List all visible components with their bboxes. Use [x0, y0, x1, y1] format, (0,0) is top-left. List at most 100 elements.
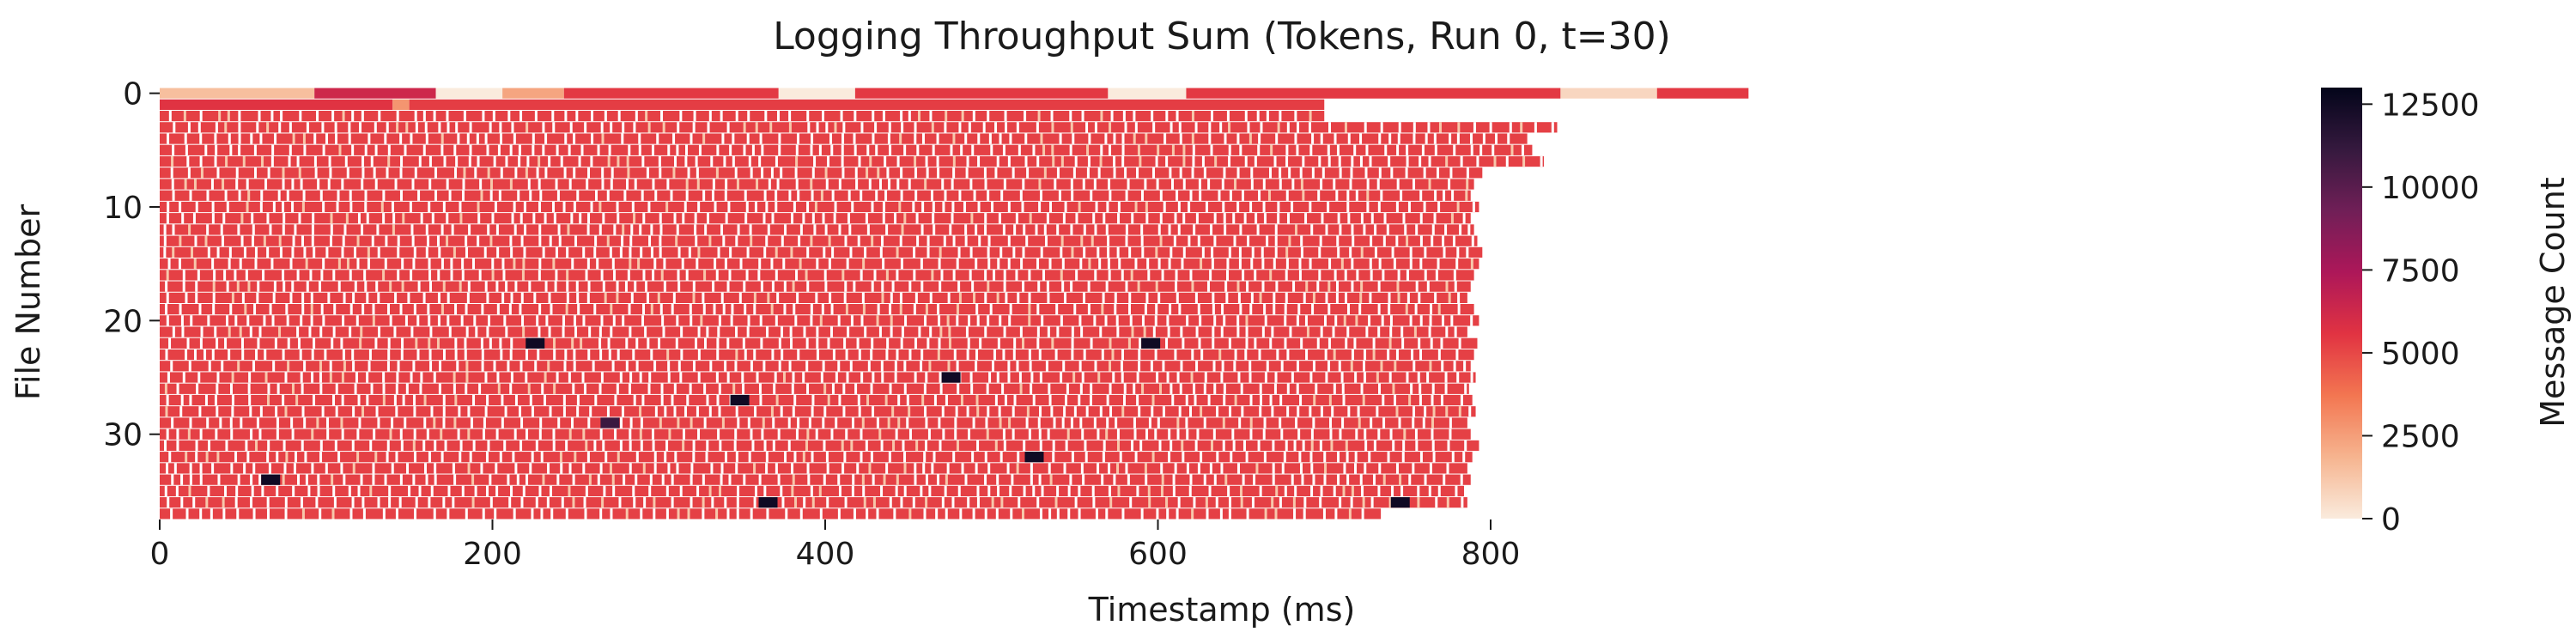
heatmap-gap — [1295, 224, 1298, 235]
heatmap-gap — [958, 122, 962, 133]
heatmap-gap — [189, 394, 192, 406]
heatmap-gap — [272, 292, 276, 303]
heatmap-gap — [720, 292, 724, 303]
heatmap-gap — [1285, 246, 1289, 258]
heatmap-gap — [1368, 452, 1371, 463]
heatmap-gap — [252, 463, 256, 474]
heatmap-gap — [795, 144, 799, 155]
heatmap-gap — [1073, 406, 1077, 417]
heatmap-gap — [711, 497, 714, 508]
heatmap-gap — [606, 190, 610, 201]
heatmap-gap — [199, 133, 203, 144]
heatmap-gap — [601, 133, 605, 144]
heatmap-gap — [1065, 440, 1068, 452]
heatmap-gap — [1328, 258, 1332, 270]
heatmap-gap — [1279, 394, 1283, 406]
heatmap-gap — [1146, 258, 1150, 270]
heatmap-gap — [770, 167, 774, 179]
heatmap-gap — [633, 213, 636, 224]
heatmap-gap — [543, 394, 546, 406]
heatmap-gap — [503, 440, 507, 452]
heatmap-gap — [792, 372, 795, 383]
colorbar-tick-label: 0 — [2381, 502, 2401, 538]
heatmap-gap — [1277, 213, 1280, 224]
heatmap-gap — [1337, 246, 1340, 258]
heatmap-gap — [1362, 361, 1365, 372]
heatmap-gap — [684, 155, 688, 167]
heatmap-gap — [344, 155, 348, 167]
heatmap-gap — [747, 417, 750, 428]
heatmap-gap — [1051, 122, 1054, 133]
heatmap-gap — [185, 144, 188, 155]
heatmap-gap — [1312, 361, 1315, 372]
heatmap-gap — [504, 406, 507, 417]
heatmap-gap — [623, 190, 627, 201]
heatmap-gap — [1320, 179, 1323, 190]
heatmap-gap — [822, 417, 825, 428]
heatmap-gap — [806, 383, 810, 394]
heatmap-gap — [1344, 122, 1347, 133]
heatmap-gap — [172, 224, 175, 235]
heatmap-gap — [608, 144, 611, 155]
heatmap-gap — [286, 190, 289, 201]
heatmap-gap — [865, 213, 868, 224]
heatmap-gap — [758, 383, 762, 394]
heatmap-gap — [1419, 190, 1423, 201]
heatmap-gap — [1213, 474, 1217, 485]
heatmap-gap — [389, 281, 392, 292]
heatmap-gap — [1369, 292, 1372, 303]
heatmap-gap — [587, 417, 591, 428]
heatmap-gap — [382, 394, 386, 406]
heatmap-gap — [811, 190, 814, 201]
heatmap-gap — [1080, 235, 1084, 246]
heatmap-gap — [1272, 474, 1275, 485]
heatmap-gap — [787, 417, 791, 428]
heatmap-gap — [394, 292, 398, 303]
heatmap-gap — [414, 508, 417, 519]
heatmap-gap — [1193, 497, 1196, 508]
heatmap-gap — [1300, 337, 1303, 349]
heatmap-gap — [212, 304, 216, 315]
heatmap-gap — [425, 224, 428, 235]
heatmap-gap — [1351, 281, 1354, 292]
heatmap-gap — [1121, 372, 1124, 383]
heatmap-gap — [766, 508, 769, 519]
heatmap-gap — [1456, 133, 1460, 144]
heatmap-gap — [1380, 122, 1383, 133]
heatmap-gap — [1274, 235, 1278, 246]
heatmap-gap — [237, 361, 240, 372]
heatmap-gap — [585, 440, 588, 452]
heatmap-gap — [802, 372, 805, 383]
heatmap-gap — [1364, 122, 1367, 133]
heatmap-gap — [1333, 179, 1336, 190]
heatmap-gap — [436, 235, 440, 246]
heatmap-gap — [662, 122, 665, 133]
heatmap-gap — [617, 155, 620, 167]
heatmap-gap — [540, 452, 544, 463]
heatmap-gap — [1424, 474, 1427, 485]
heatmap-gap — [1159, 213, 1163, 224]
heatmap-gap — [1366, 179, 1370, 190]
heatmap-gap — [337, 452, 341, 463]
heatmap-gap — [1321, 167, 1325, 179]
heatmap-gap — [310, 292, 313, 303]
heatmap-gap — [986, 383, 989, 394]
heatmap-gap — [837, 508, 841, 519]
heatmap-gap — [864, 246, 867, 258]
heatmap-gap — [1195, 326, 1199, 337]
heatmap-gap — [1117, 213, 1121, 224]
heatmap-gap — [254, 246, 258, 258]
heatmap-gap — [1415, 440, 1419, 452]
heatmap-gap — [824, 281, 828, 292]
heatmap-gap — [687, 167, 690, 179]
heatmap-gap — [881, 292, 884, 303]
heatmap-gap — [720, 224, 724, 235]
heatmap-gap — [1382, 394, 1385, 406]
heatmap-gap — [1174, 349, 1177, 361]
heatmap-gap — [1155, 246, 1158, 258]
heatmap-gap — [600, 270, 604, 281]
heatmap-gap — [453, 417, 457, 428]
heatmap-gap — [1234, 349, 1237, 361]
heatmap-gap — [447, 292, 450, 303]
heatmap-gap — [1194, 394, 1197, 406]
